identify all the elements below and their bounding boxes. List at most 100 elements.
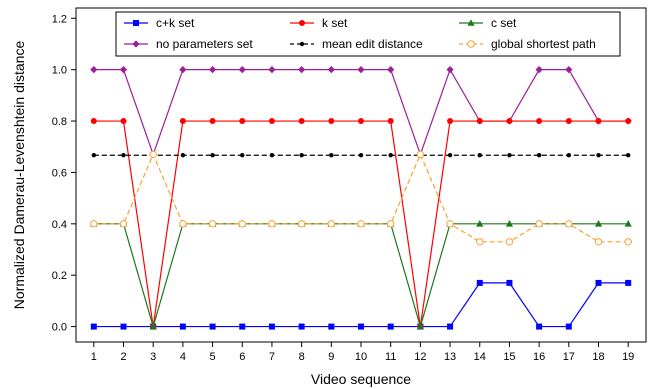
data-point (535, 66, 543, 74)
legend-marker (132, 40, 140, 48)
legend-entry: global shortest path (459, 37, 596, 51)
data-point (298, 66, 306, 74)
x-tick-label: 15 (503, 351, 515, 363)
data-point (387, 118, 394, 125)
legend-entry: c+k set (124, 16, 195, 30)
x-tick-label: 9 (328, 351, 334, 363)
legend: c+k set no parameters set k set mean edit d… (115, 11, 621, 57)
data-point (268, 220, 276, 228)
data-point (91, 153, 97, 158)
series-c-set (90, 220, 632, 330)
data-point (387, 66, 395, 74)
data-point (90, 66, 98, 74)
data-point (298, 323, 305, 330)
y-axis: 0.0 0.2 0.4 0.6 0.8 1.0 1.2 (52, 13, 76, 334)
legend-entry: k set (290, 16, 348, 30)
data-point (328, 323, 335, 330)
data-point (446, 220, 454, 228)
data-point (476, 279, 483, 286)
series-mean-edit-distance (91, 153, 631, 158)
data-point (328, 118, 335, 125)
series-line (93, 68, 629, 157)
data-point (416, 150, 425, 159)
data-point (447, 323, 454, 330)
data-point (386, 220, 395, 228)
x-tick-label: 17 (563, 351, 575, 363)
data-point (565, 220, 573, 228)
legend-entry: c set (459, 16, 517, 30)
data-point (268, 323, 275, 330)
x-tick-label: 6 (239, 351, 245, 363)
data-point (179, 66, 187, 74)
legend-box (115, 11, 621, 57)
series-line (93, 223, 629, 329)
data-point (298, 118, 305, 125)
data-point (566, 153, 572, 158)
data-point (625, 279, 632, 286)
series-c-k-set (90, 279, 632, 330)
series-k-set (90, 118, 632, 330)
data-point (119, 220, 128, 228)
data-point (535, 220, 543, 228)
data-point (179, 323, 186, 330)
data-point (149, 322, 157, 330)
legend-entry: mean edit distance (290, 37, 423, 51)
data-point (327, 220, 336, 228)
data-point (447, 153, 453, 158)
y-tick-label: 0.2 (52, 270, 67, 282)
data-point (596, 153, 601, 158)
data-point (507, 153, 512, 158)
data-point (238, 66, 246, 74)
data-point (388, 153, 393, 158)
y-axis-title: Normalized Damerau-Levenshtein distance (11, 41, 27, 310)
series-global-shortest-path (90, 150, 632, 246)
data-point (358, 323, 364, 330)
data-point (447, 118, 454, 125)
data-point (239, 118, 246, 125)
y-tick-label: 0.8 (52, 116, 67, 128)
legend-entry: no parameters set (124, 37, 253, 51)
x-tick-label: 2 (120, 351, 126, 363)
legend-label: mean edit distance (322, 37, 423, 51)
data-point (625, 153, 631, 158)
legend-label: no parameters set (156, 37, 253, 51)
legend-label: global shortest path (491, 37, 596, 51)
legend-marker (467, 19, 475, 26)
data-point (565, 118, 572, 125)
data-point (624, 238, 632, 246)
data-point (506, 279, 513, 286)
x-tick-label: 12 (414, 351, 426, 363)
data-point (358, 118, 364, 125)
data-point (565, 323, 572, 330)
data-point (595, 279, 602, 286)
data-point (149, 150, 157, 159)
x-tick-label: 18 (592, 351, 604, 363)
legend-marker (299, 41, 305, 47)
x-tick-label: 19 (622, 351, 634, 363)
data-point (416, 322, 424, 330)
data-point (624, 220, 632, 227)
plot-frame (75, 7, 647, 343)
data-point (179, 220, 187, 228)
data-point (119, 66, 128, 74)
data-point (329, 153, 334, 158)
series-no-parameters-set (90, 66, 632, 159)
y-tick-label: 1.2 (52, 13, 67, 25)
data-point (595, 118, 602, 125)
x-tick-label: 14 (474, 351, 486, 363)
data-point (90, 323, 97, 330)
x-tick-label: 8 (299, 351, 305, 363)
data-point (327, 66, 335, 74)
x-tick-label: 7 (269, 351, 275, 363)
data-point (297, 220, 306, 228)
data-point (120, 118, 127, 125)
data-point (238, 220, 246, 228)
x-tick-label: 3 (150, 351, 156, 363)
data-point (625, 118, 632, 125)
data-point (358, 153, 364, 158)
legend-marker (133, 20, 139, 26)
data-point (357, 220, 365, 228)
data-point (210, 153, 215, 158)
legend-label: c set (491, 16, 517, 30)
